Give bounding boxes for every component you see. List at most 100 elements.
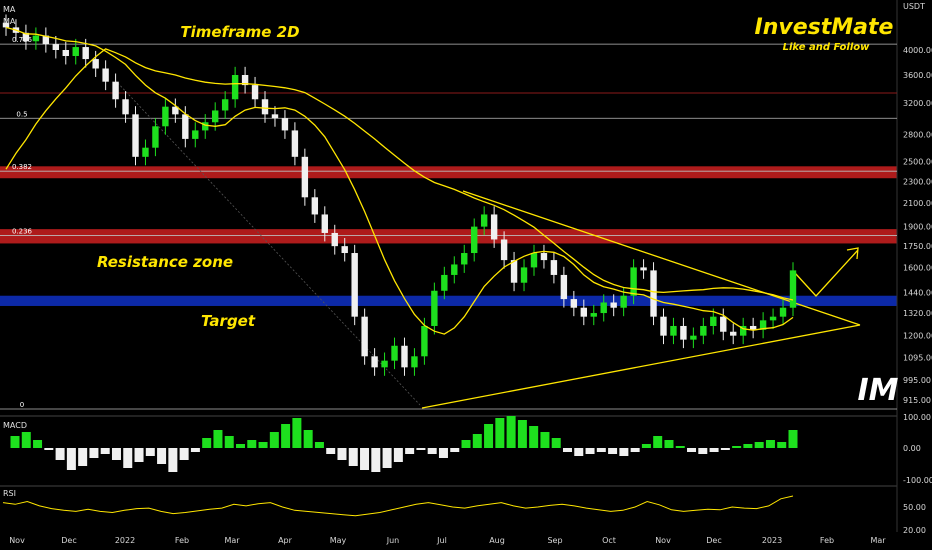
- macd-bar-66: [754, 442, 764, 448]
- time-tick-15: Feb: [820, 536, 834, 545]
- candle-body-27: [271, 114, 279, 119]
- macd-bar-15: [179, 448, 189, 460]
- macd-bar-9: [111, 448, 121, 460]
- macd-bar-13: [157, 448, 167, 464]
- candle-body-48: [480, 214, 488, 227]
- macd-bar-8: [100, 448, 110, 454]
- macd-bar-55: [630, 448, 640, 452]
- macd-bar-62: [709, 448, 719, 452]
- time-tick-5: Apr: [278, 536, 293, 545]
- annotation-layer: Timeframe 2D Resistance zone Target Inve…: [3, 2, 925, 498]
- macd-bar-41: [472, 434, 482, 448]
- time-tick-13: Dec: [706, 536, 721, 545]
- time-tick-12: Nov: [655, 536, 671, 545]
- candle-body-61: [610, 302, 617, 308]
- macd-bar-68: [777, 442, 787, 448]
- price-tick-1: 995.00: [903, 376, 931, 385]
- macd-bar-61: [698, 448, 708, 454]
- candle-body-58: [580, 307, 587, 317]
- macd-bar-39: [450, 448, 460, 452]
- ma-fast-line: [5, 26, 794, 335]
- moving-average-layer: [5, 26, 794, 335]
- candle-body-39: [391, 345, 398, 361]
- macd-bar-0: [10, 436, 20, 448]
- fib-label-0: 0.786: [12, 36, 33, 44]
- time-tick-3: Feb: [175, 536, 189, 545]
- macd-bar-69: [788, 430, 798, 448]
- candle-body-49: [490, 214, 498, 240]
- macd-bar-7: [89, 448, 99, 458]
- candle-layer: [2, 14, 797, 376]
- projection-arrow-head: [846, 247, 859, 260]
- candle-body-2: [22, 32, 30, 42]
- rsi-panel: 50.00 20.00: [2, 495, 926, 535]
- macd-bar-64: [732, 446, 742, 448]
- candle-body-77: [769, 316, 777, 321]
- candle-body-32: [321, 214, 328, 233]
- candle-body-37: [371, 356, 378, 368]
- price-axis: 915.00 995.00 1095.00 1200.00 1320.00 1440.00…: [903, 46, 932, 405]
- macd-bar-57: [653, 436, 663, 448]
- candle-body-36: [361, 316, 368, 357]
- macd-bar-5: [66, 448, 76, 470]
- macd-bar-26: [303, 430, 313, 448]
- candle-body-45: [451, 264, 458, 275]
- candle-body-10: [102, 68, 109, 82]
- resistance-zone-label: Resistance zone: [97, 253, 233, 271]
- time-tick-14: 2023: [762, 536, 782, 545]
- candle-body-4: [42, 35, 50, 45]
- candle-body-73: [730, 331, 737, 336]
- candle-body-28: [281, 118, 289, 131]
- macd-bar-40: [461, 440, 471, 448]
- fib-label-4: 0: [20, 401, 24, 409]
- candle-body-54: [540, 253, 548, 261]
- price-tick-11: 2500.00: [903, 158, 932, 167]
- candle-body-44: [441, 274, 448, 291]
- candle-body-15: [152, 126, 159, 148]
- rsi-line: [2, 495, 794, 517]
- price-tick-12: 2800.00: [903, 131, 932, 140]
- macd-bar-32: [371, 448, 381, 472]
- macd-bar-11: [134, 448, 144, 462]
- macd-bar-63: [720, 448, 730, 450]
- candle-body-60: [600, 302, 607, 314]
- candle-body-9: [92, 59, 99, 69]
- candle-body-64: [640, 267, 647, 271]
- candle-body-62: [620, 295, 627, 308]
- macd-bar-53: [608, 448, 618, 454]
- ma-slow-line: [5, 48, 794, 301]
- macd-bar-35: [405, 448, 415, 454]
- candle-body-40: [401, 345, 408, 368]
- candle-body-16: [162, 106, 169, 127]
- macd-bar-58: [664, 440, 674, 448]
- macd-bar-12: [145, 448, 155, 456]
- macd-tick-1: 0.00: [903, 444, 921, 453]
- macd-bar-37: [427, 448, 437, 454]
- macd-bar-60: [687, 448, 697, 452]
- candle-body-46: [461, 253, 468, 265]
- time-tick-10: Sep: [547, 536, 562, 545]
- price-tick-14: 3600.00: [903, 71, 932, 80]
- candle-body-31: [311, 197, 319, 215]
- macd-bar-67: [765, 440, 775, 448]
- candle-body-21: [212, 110, 219, 123]
- time-tick-11: Oct: [602, 536, 616, 545]
- candle-body-14: [142, 147, 149, 157]
- candle-body-6: [62, 50, 69, 57]
- brand-logo: IM: [857, 373, 898, 408]
- candle-body-76: [759, 320, 767, 330]
- candle-body-30: [301, 156, 309, 198]
- time-tick-2: 2022: [115, 536, 135, 545]
- candle-body-23: [231, 74, 239, 100]
- price-tick-4: 1320.00: [903, 309, 932, 318]
- fib-label-1: 0.5: [16, 110, 27, 118]
- candle-body-63: [630, 267, 637, 296]
- price-tick-8: 1900.00: [903, 223, 932, 232]
- candle-body-19: [192, 130, 199, 139]
- chart-title: Timeframe 2D: [180, 23, 299, 41]
- candle-body-43: [431, 290, 438, 326]
- macd-bar-6: [78, 448, 88, 466]
- price-zone-1: [0, 229, 897, 244]
- fib-label-2: 0.382: [12, 163, 32, 171]
